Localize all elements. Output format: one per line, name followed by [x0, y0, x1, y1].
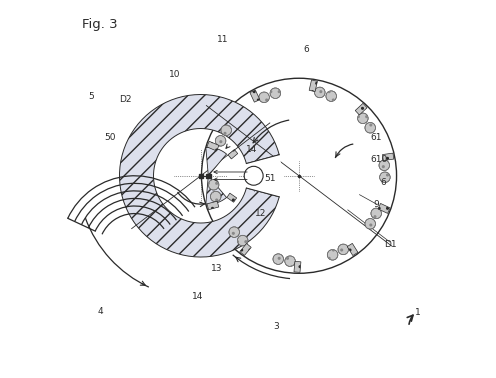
Circle shape [371, 208, 381, 219]
Text: 610: 610 [371, 155, 388, 164]
Text: 6: 6 [380, 178, 386, 187]
Polygon shape [247, 155, 282, 197]
Polygon shape [309, 80, 317, 91]
Circle shape [215, 136, 226, 146]
Circle shape [338, 244, 349, 255]
Circle shape [358, 113, 368, 124]
Text: 14: 14 [192, 292, 204, 301]
Circle shape [314, 87, 325, 98]
Circle shape [259, 92, 269, 102]
Text: 3: 3 [273, 322, 279, 332]
Text: D2: D2 [119, 94, 131, 104]
Circle shape [365, 122, 375, 133]
Polygon shape [207, 201, 219, 210]
Circle shape [379, 160, 389, 170]
Polygon shape [355, 103, 367, 115]
Polygon shape [382, 153, 394, 161]
Circle shape [379, 172, 390, 183]
Text: 51: 51 [264, 174, 276, 183]
Text: 1: 1 [415, 308, 420, 318]
Text: 5: 5 [88, 92, 94, 101]
Polygon shape [228, 150, 238, 159]
Polygon shape [294, 261, 301, 273]
Polygon shape [207, 141, 219, 151]
Text: 6: 6 [304, 45, 309, 54]
Circle shape [229, 227, 240, 237]
Circle shape [208, 180, 219, 190]
Text: Fig. 3: Fig. 3 [82, 18, 118, 31]
Text: 61: 61 [370, 133, 381, 142]
Circle shape [238, 235, 248, 246]
Text: 9: 9 [373, 200, 378, 209]
Polygon shape [250, 90, 260, 102]
Text: 12: 12 [255, 209, 266, 218]
Circle shape [221, 125, 232, 136]
Polygon shape [227, 193, 237, 202]
Text: 11: 11 [217, 35, 228, 44]
Circle shape [285, 256, 295, 266]
Circle shape [273, 254, 284, 264]
Text: 14: 14 [246, 145, 257, 154]
Text: D1: D1 [384, 240, 397, 249]
Polygon shape [206, 176, 227, 204]
Polygon shape [378, 203, 390, 214]
Text: 10: 10 [169, 70, 180, 79]
Text: 4: 4 [98, 307, 103, 316]
Text: 50: 50 [104, 133, 116, 143]
Circle shape [327, 249, 338, 260]
Text: 13: 13 [211, 264, 223, 273]
Polygon shape [347, 243, 358, 256]
Polygon shape [120, 94, 279, 257]
Circle shape [244, 166, 263, 185]
Circle shape [210, 191, 221, 202]
Polygon shape [206, 174, 211, 178]
Circle shape [270, 88, 281, 99]
Polygon shape [206, 147, 227, 176]
Polygon shape [240, 243, 251, 256]
Circle shape [365, 218, 375, 229]
Circle shape [326, 91, 336, 101]
